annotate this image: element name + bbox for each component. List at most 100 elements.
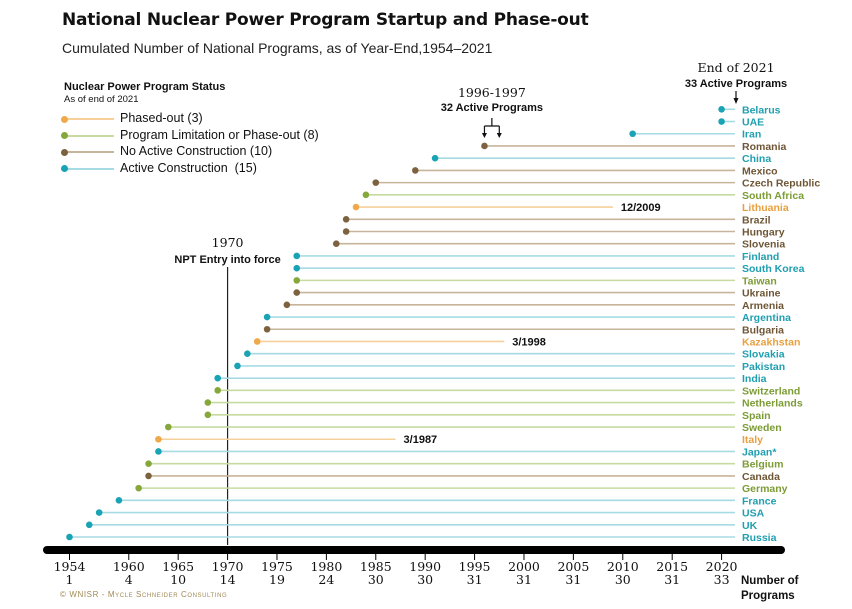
axis-count-label: 31: [565, 572, 581, 587]
axis-year-label: 2010: [607, 559, 639, 574]
legend-dot-icon: [61, 115, 68, 123]
country-label: Japan*: [742, 446, 777, 458]
series-dot: [155, 448, 162, 455]
legend-label: Phased-out (3): [120, 111, 203, 125]
axis-year-label: 1954: [54, 559, 86, 574]
series-dot: [718, 118, 725, 125]
series-dot: [253, 338, 261, 345]
legend-label: Program Limitation or Phase-out (8): [120, 127, 319, 142]
country-label: Sweden: [742, 422, 782, 434]
series-dot: [214, 374, 221, 382]
legend-item-phased-out: Phased-out (3): [61, 111, 225, 128]
series-dot: [95, 509, 103, 516]
series-dot: [342, 228, 350, 235]
country-label: India: [742, 373, 767, 385]
series-dot: [412, 167, 419, 174]
series-dot: [214, 387, 221, 394]
axis-count-label: 10: [170, 572, 186, 587]
country-label: South Korea: [742, 263, 805, 275]
axis-count-label: 4: [125, 572, 133, 587]
series-dot: [293, 264, 301, 272]
country-label: Czech Republic: [742, 178, 820, 190]
axis-count-label: 24: [318, 572, 334, 587]
country-label: Slovakia: [742, 349, 785, 361]
peak-years-label: 1996-1997: [458, 85, 526, 100]
axis-count-label: 30: [615, 572, 631, 587]
legend-dot-icon: [61, 165, 68, 172]
legend-line: [64, 118, 114, 120]
series-dot: [263, 313, 271, 321]
series-dot: [372, 179, 380, 186]
legend-label: Active Construction (15): [120, 160, 257, 175]
series-dot: [718, 106, 725, 113]
axis-count-label: 1: [66, 572, 74, 587]
series-dot: [145, 460, 152, 467]
country-label: China: [742, 153, 771, 165]
legend-item-limitation: Program Limitation or Phase-out (8): [61, 128, 319, 145]
country-label: UK: [742, 520, 758, 532]
country-label: Mexico: [742, 165, 778, 177]
legend: Nuclear Power Program Status As of end o…: [61, 81, 319, 177]
country-label: Lithuania: [742, 202, 789, 214]
phaseout-date-label: 3/1998: [512, 336, 546, 348]
country-label: France: [742, 495, 777, 507]
series-dot: [362, 191, 370, 199]
series-dot: [165, 423, 172, 431]
peak-arrow-icon: [481, 133, 502, 138]
phaseout-date-label: 3/1987: [404, 434, 438, 446]
series-dot: [244, 350, 251, 358]
country-label: Finland: [742, 251, 779, 263]
country-label: Italy: [742, 434, 763, 446]
chart-title: National Nuclear Power Program Startup a…: [62, 10, 589, 30]
legend-line: [64, 151, 114, 153]
series-dot: [85, 521, 93, 529]
country-label: Iran: [742, 129, 761, 141]
end-programs-label: 33 Active Programs: [685, 78, 787, 90]
series-dot: [293, 252, 301, 260]
country-label: Taiwan: [742, 275, 777, 287]
series-dot: [115, 497, 123, 504]
legend-subtitle: As of end of 2021: [64, 94, 139, 105]
country-label: Ukraine: [742, 288, 781, 300]
series-dot: [352, 203, 360, 211]
legend-line: [64, 134, 114, 137]
chart-subtitle: Cumulated Number of National Programs, a…: [62, 40, 493, 56]
peak-bracket: [483, 118, 500, 136]
series-dot: [234, 362, 241, 370]
series-dot: [66, 533, 73, 541]
axis-count-label: 31: [516, 572, 532, 587]
axis-year-label: 2000: [508, 559, 540, 574]
country-label: Belarus: [742, 104, 781, 116]
series-dot: [135, 484, 142, 492]
end-year-label: End of 2021: [697, 60, 774, 75]
series-dot: [283, 301, 291, 309]
country-label: USA: [742, 508, 765, 520]
legend-item-no-active: No Active Construction (10): [61, 144, 272, 161]
axis-year-label: 1985: [360, 559, 392, 574]
axis-year-label: 1990: [409, 559, 441, 574]
country-label: Slovenia: [742, 239, 785, 251]
axis-count-title: Number of: [741, 575, 799, 587]
axis-year-label: 1970: [212, 559, 244, 574]
country-label: Spain: [742, 410, 771, 422]
country-label: Canada: [742, 471, 780, 483]
axis-count-title: Programs: [741, 590, 795, 602]
country-label: South Africa: [742, 190, 804, 202]
country-label: Bulgaria: [742, 324, 784, 336]
series-dot: [629, 130, 636, 138]
country-label: Germany: [742, 483, 788, 495]
footer-credit: © WNISR - Mycle Schneider Consulting: [60, 590, 228, 599]
axis-count-label: 31: [467, 572, 483, 587]
country-label: Brazil: [742, 214, 771, 226]
peak-programs-label: 32 Active Programs: [441, 102, 543, 114]
country-label: UAE: [742, 117, 764, 129]
phaseout-date-label: 12/2009: [621, 202, 661, 214]
legend-label: No Active Construction (10): [120, 144, 273, 158]
series-dot: [431, 154, 439, 162]
country-label: Netherlands: [742, 398, 803, 410]
axis-count-label: 30: [417, 572, 433, 587]
npt-label: NPT Entry into force: [174, 254, 280, 266]
axis-count-label: 19: [269, 572, 285, 587]
country-label: Kazakhstan: [742, 336, 800, 348]
series-dot: [293, 289, 301, 296]
